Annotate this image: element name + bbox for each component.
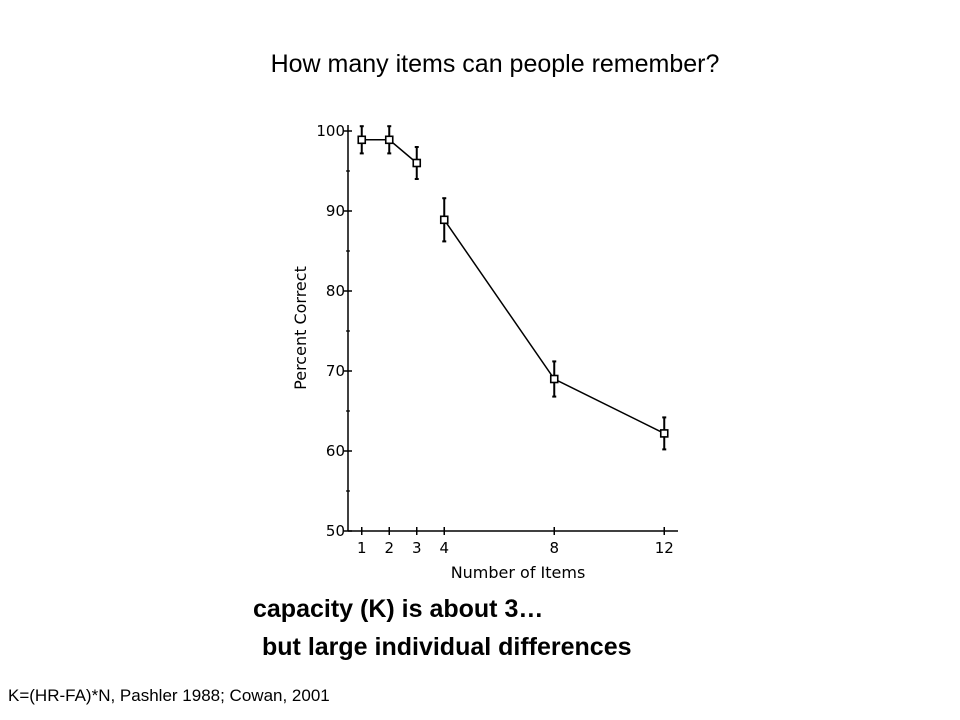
data-point-marker — [439, 215, 449, 225]
chart-axes — [344, 125, 678, 535]
data-point-marker — [412, 158, 422, 168]
x-axis-title: Number of Items — [451, 563, 586, 582]
y-tick-label: 50 — [326, 522, 345, 540]
chart-lines — [361, 139, 665, 435]
y-tick-label: 80 — [326, 282, 345, 300]
x-tick-label: 1 — [357, 539, 367, 557]
x-tick-label: 3 — [412, 539, 422, 557]
y-axis-title: Percent Correct — [291, 266, 310, 390]
series-line-segment — [443, 219, 665, 435]
chart-markers — [357, 135, 669, 438]
y-tick-label: 90 — [326, 202, 345, 220]
x-tick-label: 12 — [655, 539, 674, 557]
x-tick-label: 4 — [439, 539, 449, 557]
slide-title: How many items can people remember? — [270, 50, 720, 78]
data-point-marker — [357, 135, 367, 145]
data-point-marker — [384, 135, 394, 145]
x-tick-label: 8 — [549, 539, 559, 557]
y-tick-label: 70 — [326, 362, 345, 380]
y-tick-label: 100 — [316, 122, 345, 140]
capacity-caption: capacity (K) is about 3… — [253, 595, 544, 623]
individual-differences-caption: but large individual differences — [262, 633, 632, 661]
reference-citation: K=(HR-FA)*N, Pashler 1988; Cowan, 2001 — [8, 686, 330, 705]
y-tick-label: 60 — [326, 442, 345, 460]
chart-error-bars — [359, 125, 667, 451]
x-tick-label: 2 — [384, 539, 394, 557]
data-point-marker — [659, 429, 669, 438]
data-point-marker — [549, 374, 559, 384]
